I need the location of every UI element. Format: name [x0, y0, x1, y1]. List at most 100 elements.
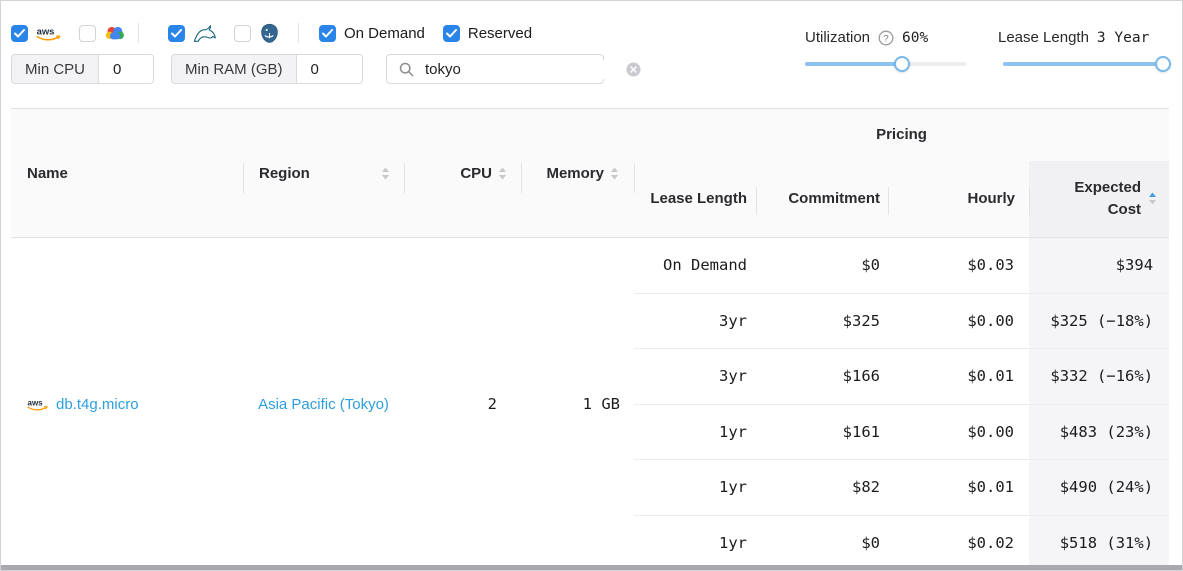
slider-thumb[interactable]: [1155, 56, 1171, 72]
search-input[interactable]: [423, 59, 626, 79]
toolbar-divider: [298, 23, 299, 43]
column-divider: [888, 187, 889, 215]
table-body: aws db.t4g.micro Asia Pacific (Tokyo) 2 …: [11, 237, 1170, 570]
cell-lease-length: On Demand: [634, 237, 756, 293]
column-header-name: Name: [27, 164, 68, 182]
on-demand-label[interactable]: On Demand: [344, 24, 425, 42]
cell-expected-cost: $490 (24%): [1029, 459, 1170, 515]
sort-icon: [611, 167, 618, 179]
lease-length-header: Lease Length 3 Year: [998, 29, 1149, 46]
column-divider: [1029, 187, 1030, 215]
column-header-region[interactable]: Region: [243, 109, 404, 238]
cell-expected-cost: $518 (31%): [1029, 514, 1170, 570]
pricing-row: 1yr $0 $0.02 $518 (31%): [11, 514, 1170, 570]
help-icon[interactable]: ?: [878, 30, 894, 46]
pricing-row: 1yr $161 $0.00 $483 (23%): [11, 403, 1170, 460]
pricing-group-header: Pricing: [876, 126, 927, 144]
on-demand-checkbox[interactable]: [319, 24, 336, 42]
cell-lease-length: 1yr: [634, 514, 756, 570]
cell-commitment: $82: [756, 459, 888, 515]
column-header-cpu[interactable]: CPU: [404, 109, 521, 238]
sort-icon-active: [1149, 192, 1157, 205]
postgresql-icon: [259, 23, 280, 44]
column-divider: [404, 163, 405, 193]
cell-region: Asia Pacific (Tokyo): [243, 237, 404, 570]
column-header-lease-length[interactable]: Lease Length: [650, 190, 747, 208]
reserved-label[interactable]: Reserved: [467, 24, 533, 42]
utilization-header: Utilization ? 60%: [805, 29, 928, 46]
cell-hourly: $0.02: [888, 514, 1029, 570]
min-cpu-field: Min CPU: [11, 54, 154, 84]
svg-text:aws: aws: [37, 26, 55, 37]
pricing-model-filter-group: On Demand Reserved: [319, 24, 532, 42]
slider-fill: [805, 62, 902, 66]
engine-filter-group: [168, 23, 280, 44]
lease-length-slider[interactable]: [1003, 56, 1171, 72]
cell-hourly: $0.01: [888, 348, 1029, 404]
mysql-icon: [193, 24, 217, 43]
reserved-checkbox[interactable]: [442, 24, 460, 42]
min-ram-field: Min RAM (GB): [171, 54, 363, 84]
column-header-commitment[interactable]: Commitment: [788, 190, 880, 208]
cell-lease-length: 3yr: [634, 348, 756, 404]
search-box: [386, 54, 641, 84]
utilization-slider[interactable]: [805, 56, 966, 72]
column-label: Memory: [546, 164, 604, 182]
column-header-expected-cost[interactable]: Expected Cost: [1029, 160, 1170, 238]
column-divider: [634, 163, 635, 193]
cell-commitment: $161: [756, 403, 888, 460]
horizontal-scrollbar[interactable]: [1, 565, 1182, 570]
min-cpu-label: Min CPU: [12, 55, 100, 83]
postgresql-checkbox[interactable]: [234, 24, 251, 42]
column-divider: [756, 187, 757, 215]
sort-icon: [382, 167, 389, 179]
region-link[interactable]: Asia Pacific (Tokyo): [258, 395, 389, 413]
svg-text:?: ?: [883, 33, 888, 44]
aws-logo-icon: aws: [36, 25, 62, 42]
aws-logo-icon: aws: [27, 397, 49, 412]
cell-cpu: 2: [404, 237, 521, 570]
cell-hourly: $0.00: [888, 292, 1029, 349]
column-label: Region: [259, 164, 310, 182]
toolbar-divider: [138, 23, 139, 43]
cell-expected-cost: $483 (23%): [1029, 403, 1170, 460]
utilization-label: Utilization: [805, 29, 871, 46]
google-cloud-checkbox[interactable]: [79, 24, 96, 42]
cell-expected-cost: $325 (−18%): [1029, 292, 1170, 349]
search-clear-icon[interactable]: [626, 62, 641, 77]
cell-commitment: $0: [756, 237, 888, 293]
mysql-checkbox[interactable]: [168, 24, 185, 42]
column-label: CPU: [460, 164, 492, 182]
column-divider: [243, 163, 244, 193]
slider-thumb[interactable]: [893, 56, 910, 72]
column-divider: [521, 163, 522, 193]
cell-name: aws db.t4g.micro: [11, 237, 243, 570]
google-cloud-icon: [104, 25, 126, 41]
cell-lease-length: 1yr: [634, 403, 756, 460]
filter-toolbar: aws: [1, 1, 1182, 108]
column-header-memory[interactable]: Memory: [521, 109, 634, 238]
column-label: Cost: [1107, 200, 1142, 218]
instance-name-link[interactable]: db.t4g.micro: [56, 395, 139, 413]
column-label: Expected: [1074, 178, 1142, 196]
pricing-row: 3yr $166 $0.01 $332 (−16%): [11, 348, 1170, 404]
table-header: Name Region CPU: [11, 108, 1170, 238]
pricing-row: 1yr $82 $0.01 $490 (24%): [11, 459, 1170, 515]
min-ram-input[interactable]: [296, 55, 362, 83]
sort-icon: [499, 167, 506, 179]
aws-checkbox[interactable]: [11, 24, 28, 42]
cell-lease-length: 3yr: [634, 292, 756, 349]
cell-hourly: $0.00: [888, 403, 1029, 460]
min-cpu-input[interactable]: [99, 55, 153, 83]
column-header-hourly[interactable]: Hourly: [967, 190, 1015, 208]
provider-filter-group: aws: [11, 24, 126, 42]
cell-expected-cost: $394: [1029, 237, 1170, 293]
cell-expected-cost: $332 (−16%): [1029, 348, 1170, 404]
cell-hourly: $0.03: [888, 237, 1029, 293]
svg-text:aws: aws: [28, 398, 44, 407]
utilization-value: 60%: [902, 29, 929, 46]
slider-fill: [1003, 62, 1163, 66]
min-ram-label: Min RAM (GB): [172, 55, 297, 83]
cell-commitment: $166: [756, 348, 888, 404]
